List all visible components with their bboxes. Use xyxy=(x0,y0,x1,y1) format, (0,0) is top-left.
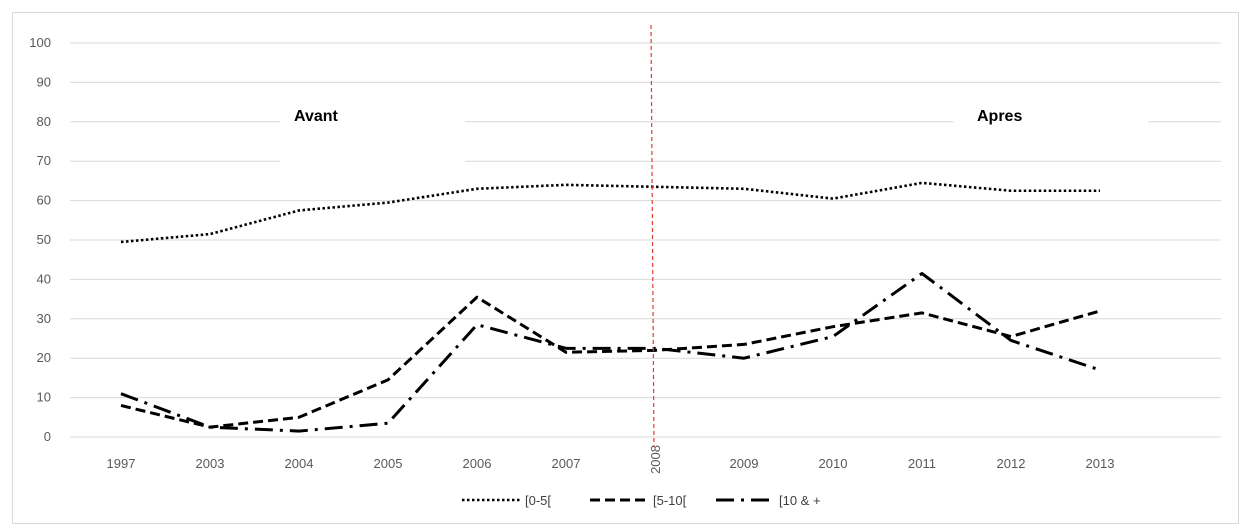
annotation-apres: Apres xyxy=(977,108,1022,125)
annotation-avant-bg xyxy=(280,103,465,163)
y-tick-label: 60 xyxy=(37,193,51,208)
line-chart: Avant Apres 0 10 20 30 40 50 60 70 80 90 100 1997 2… xyxy=(29,24,1221,508)
legend-label-1: [5-10[ xyxy=(653,493,687,508)
y-tick-label: 70 xyxy=(37,153,51,168)
chart-frame: Avant Apres 0 10 20 30 40 50 60 70 80 90 100 1997 2… xyxy=(12,12,1239,524)
gridlines xyxy=(70,42,1221,438)
annotations: Avant Apres xyxy=(280,103,1148,163)
x-tick-label: 2013 xyxy=(1086,456,1115,471)
x-tick-label: 2006 xyxy=(463,456,492,471)
annotation-avant: Avant xyxy=(294,108,339,125)
x-tick-label: 2010 xyxy=(819,456,848,471)
marker-2008 xyxy=(650,24,655,448)
legend-label-0: [0-5[ xyxy=(525,493,551,508)
y-axis-ticks: 0 10 20 30 40 50 60 70 80 90 100 xyxy=(29,35,51,444)
series-lines xyxy=(120,181,1101,433)
x-tick-label: 2011 xyxy=(908,456,936,471)
series-line-2 xyxy=(120,271,1101,433)
x-axis-ticks: 1997 2003 2004 2005 2006 2007 2008 2009 2010 2011… xyxy=(107,445,1115,474)
y-tick-label: 90 xyxy=(37,74,51,89)
legend-label-2: [10 & + xyxy=(779,493,821,508)
y-tick-label: 80 xyxy=(37,114,51,129)
series-line-1 xyxy=(120,295,1101,429)
x-tick-label: 2012 xyxy=(997,456,1026,471)
y-tick-label: 40 xyxy=(37,271,51,286)
x-tick-label-marker: 2008 xyxy=(648,445,663,474)
y-tick-label: 50 xyxy=(37,232,51,247)
y-tick-label: 100 xyxy=(29,35,51,50)
x-tick-label: 2005 xyxy=(374,456,403,471)
marker-line-2008 xyxy=(650,24,655,448)
y-tick-label: 0 xyxy=(44,429,51,444)
x-tick-label: 2009 xyxy=(730,456,759,471)
legend: [0-5[ [5-10[ [10 & + xyxy=(462,493,821,508)
x-tick-label: 1997 xyxy=(107,456,136,471)
y-tick-label: 10 xyxy=(37,390,51,405)
series-line-0 xyxy=(120,181,1100,244)
annotation-apres-bg xyxy=(954,103,1148,131)
x-tick-label: 2004 xyxy=(285,456,314,471)
x-tick-label: 2003 xyxy=(196,456,225,471)
x-tick-label: 2007 xyxy=(552,456,581,471)
y-tick-label: 30 xyxy=(37,311,51,326)
y-tick-label: 20 xyxy=(37,350,51,365)
